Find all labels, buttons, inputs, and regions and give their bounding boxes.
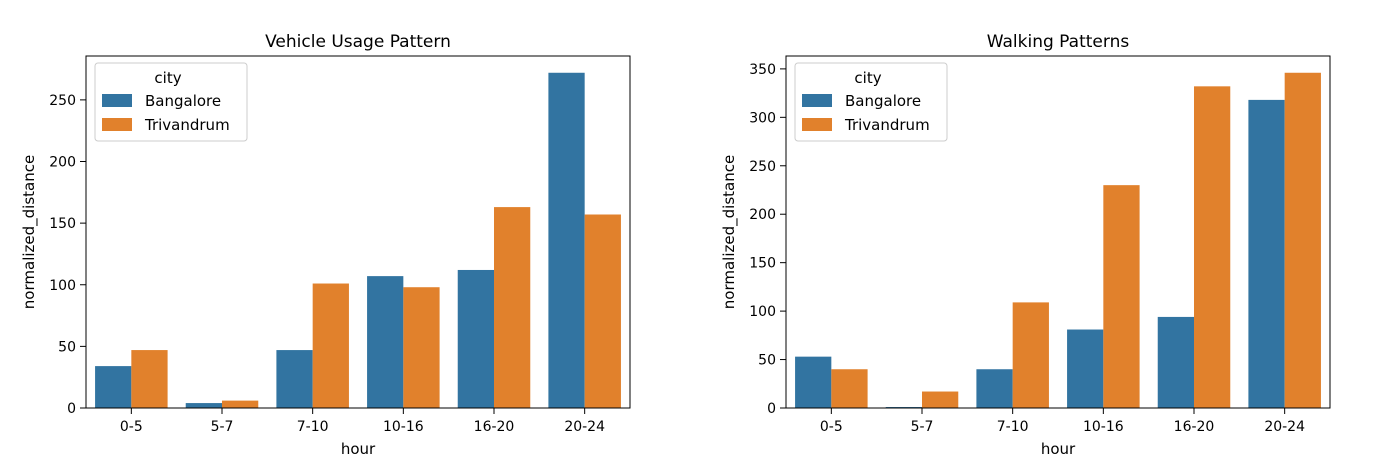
vehicle-xtick-label-20-24: 20-24: [564, 419, 605, 435]
vehicle-bar-trivandrum-20-24: [584, 214, 621, 408]
walking-bar-bangalore-16-20: [1157, 316, 1194, 408]
walking-xtick-label-5-7: 5-7: [911, 419, 934, 435]
vehicle-xtick-label-0-5: 0-5: [120, 419, 143, 435]
vehicle-bar-bangalore-0-5: [95, 366, 132, 408]
vehicle-bar-bangalore-7-10: [276, 350, 313, 408]
walking-legend-box: [794, 62, 948, 142]
walking-ytick-label-100: 100: [749, 304, 776, 320]
vehicle-ytick-label-250: 250: [49, 93, 76, 109]
vehicle-ytick-label-0: 0: [67, 401, 76, 417]
walking-xtick-label-7-10: 7-10: [997, 419, 1029, 435]
walking-legend-title: city: [854, 69, 881, 87]
walking-bar-trivandrum-10-16: [1103, 185, 1140, 408]
vehicle-ytick-label-50: 50: [58, 339, 76, 355]
walking-bar-trivandrum-0-5: [831, 369, 868, 408]
walking-axes-frame: [785, 55, 1331, 409]
vehicle-bar-bangalore-10-16: [367, 276, 404, 408]
vehicle-xtick-label-10-16: 10-16: [383, 419, 424, 435]
walking-ytick-label-0: 0: [767, 401, 776, 417]
vehicle-xtick-label-16-20: 16-20: [474, 419, 515, 435]
walking-legend: city Bangalore Trivandrum: [794, 62, 948, 142]
walking-bar-trivandrum-7-10: [1012, 302, 1049, 408]
vehicle-bar-bangalore-16-20: [457, 269, 494, 408]
walking-bar-trivandrum-16-20: [1194, 86, 1231, 408]
vehicle-legend-label-bangalore: Bangalore: [145, 92, 221, 110]
walking-legend-label-trivandrum: Trivandrum: [844, 116, 930, 134]
vehicle-ylabel: normalized_distance: [20, 155, 39, 309]
walking-ytick-label-300: 300: [749, 110, 776, 126]
vehicle-legend-swatch-trivandrum: [102, 118, 132, 131]
walking-title: Walking Patterns: [987, 32, 1130, 52]
vehicle-xlabel: hour: [341, 440, 376, 458]
vehicle-chart: 0 50 100 150 200 250 0-5 5-7 7-10 10-16 16-20 20-24…: [20, 32, 631, 458]
walking-ytick-label-50: 50: [758, 353, 776, 369]
walking-ylabel: normalized_distance: [720, 155, 739, 309]
vehicle-bar-trivandrum-7-10: [312, 283, 349, 408]
walking-legend-swatch-bangalore: [802, 94, 832, 107]
vehicle-bar-bangalore-5-7: [185, 403, 222, 408]
walking-bar-trivandrum-5-7: [922, 391, 959, 408]
walking-xtick-label-16-20: 16-20: [1174, 419, 1215, 435]
walking-ytick-label-200: 200: [749, 207, 776, 223]
vehicle-ytick-label-200: 200: [49, 155, 76, 171]
vehicle-legend-label-trivandrum: Trivandrum: [144, 116, 230, 134]
walking-xtick-label-20-24: 20-24: [1264, 419, 1305, 435]
vehicle-series-trivandrum: [131, 207, 621, 408]
walking-xlabel: hour: [1041, 440, 1076, 458]
vehicle-xtick-label-5-7: 5-7: [211, 419, 234, 435]
walking-bar-bangalore-20-24: [1248, 99, 1285, 408]
walking-xtick-label-0-5: 0-5: [820, 419, 843, 435]
walking-legend-label-bangalore: Bangalore: [845, 92, 921, 110]
walking-series-trivandrum: [831, 72, 1321, 408]
walking-ytick-label-350: 350: [749, 62, 776, 78]
walking-bar-bangalore-7-10: [976, 369, 1013, 408]
walking-legend-swatch-trivandrum: [802, 118, 832, 131]
vehicle-axes-frame: [85, 55, 631, 409]
walking-ytick-label-250: 250: [749, 159, 776, 175]
walking-chart: 0 50 100 150 200 250 300 350 0-5 5-7 7-10 10-16 16-2…: [720, 32, 1331, 458]
vehicle-xtick-label-7-10: 7-10: [297, 419, 329, 435]
walking-ytick-label-150: 150: [749, 256, 776, 272]
vehicle-series-bangalore: [95, 72, 585, 408]
walking-bar-trivandrum-20-24: [1284, 72, 1321, 408]
vehicle-ytick-label-150: 150: [49, 216, 76, 232]
vehicle-legend-title: city: [154, 69, 181, 87]
vehicle-legend-swatch-bangalore: [102, 94, 132, 107]
vehicle-title: Vehicle Usage Pattern: [265, 32, 451, 52]
walking-bar-bangalore-0-5: [795, 356, 832, 408]
vehicle-legend-box: [94, 62, 248, 142]
vehicle-bar-trivandrum-16-20: [494, 207, 531, 408]
walking-bar-bangalore-10-16: [1067, 329, 1104, 408]
vehicle-ytick-label-100: 100: [49, 278, 76, 294]
walking-series-bangalore: [795, 99, 1285, 408]
vehicle-bar-trivandrum-5-7: [222, 400, 259, 408]
vehicle-bar-trivandrum-0-5: [131, 350, 168, 408]
vehicle-legend: city Bangalore Trivandrum: [94, 62, 248, 142]
walking-xtick-label-10-16: 10-16: [1083, 419, 1124, 435]
vehicle-bar-trivandrum-10-16: [403, 287, 440, 408]
vehicle-bar-bangalore-20-24: [548, 72, 585, 408]
